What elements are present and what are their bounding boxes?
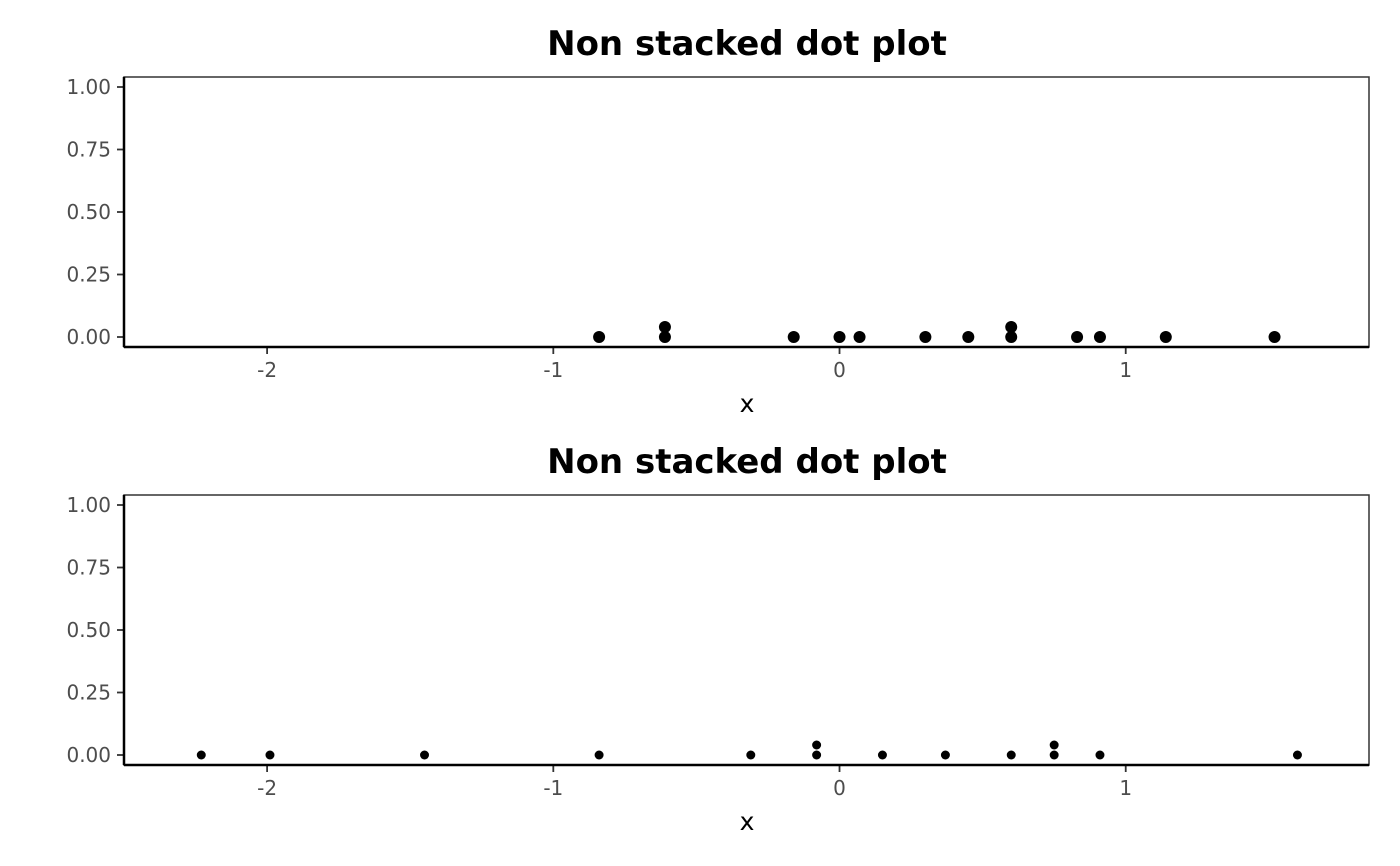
- chart-title: Non stacked dot plot: [547, 442, 947, 482]
- dot-series: [593, 321, 1281, 343]
- data-point: [1093, 331, 1106, 343]
- data-point: [1292, 750, 1302, 760]
- data-point: [877, 750, 887, 760]
- data-point: [1159, 331, 1172, 343]
- y-axis: 0.00 0.25 0.50 0.75 1.00: [66, 493, 124, 767]
- data-point: [1005, 331, 1018, 343]
- x-tick-label: 1: [1119, 776, 1132, 800]
- x-axis-title: x: [740, 389, 755, 418]
- data-point: [420, 750, 430, 760]
- y-tick-label: 1.00: [66, 75, 111, 99]
- x-tick-label: 1: [1119, 358, 1132, 382]
- x-tick-label: -2: [257, 358, 277, 382]
- data-point: [196, 750, 206, 760]
- data-point: [1006, 750, 1016, 760]
- data-point: [1268, 331, 1281, 343]
- data-point: [593, 331, 606, 343]
- dot-plot-panel-2: Non stacked dot plot 0.00 0.25 0.50 0.75 1.0…: [66, 442, 1370, 836]
- data-point: [1049, 750, 1059, 760]
- data-point: [265, 750, 275, 760]
- data-point: [962, 331, 975, 343]
- x-axis-title: x: [740, 807, 755, 836]
- data-point: [1005, 321, 1018, 333]
- x-tick-label: -1: [543, 358, 563, 382]
- data-point: [812, 750, 822, 760]
- data-point: [787, 331, 800, 343]
- data-point: [658, 331, 671, 343]
- y-tick-label: 0.25: [66, 263, 111, 287]
- y-tick-label: 0.50: [66, 200, 111, 224]
- x-tick-label: 0: [833, 358, 846, 382]
- data-point: [658, 321, 671, 333]
- data-point: [1049, 740, 1059, 750]
- data-point: [833, 331, 846, 343]
- data-point: [1095, 750, 1105, 760]
- x-tick-label: 0: [833, 776, 846, 800]
- x-tick-label: -2: [257, 776, 277, 800]
- y-tick-label: 0.75: [66, 556, 111, 580]
- data-point: [919, 331, 932, 343]
- y-tick-label: 0.75: [66, 138, 111, 162]
- y-tick-label: 0.25: [66, 681, 111, 705]
- data-point: [1071, 331, 1084, 343]
- x-axis: -2 -1 0 1: [257, 765, 1132, 800]
- data-point: [940, 750, 950, 760]
- data-point: [812, 740, 822, 750]
- y-tick-label: 0.00: [66, 325, 111, 349]
- chart-title: Non stacked dot plot: [547, 24, 947, 64]
- dot-series: [196, 740, 1302, 760]
- dot-plot-panel-1: Non stacked dot plot 0.00 0.25 0.50 0.75 1.0…: [66, 24, 1370, 418]
- x-tick-label: -1: [543, 776, 563, 800]
- y-axis: 0.00 0.25 0.50 0.75 1.00: [66, 75, 124, 349]
- data-point: [746, 750, 756, 760]
- data-point: [853, 331, 866, 343]
- data-point: [594, 750, 604, 760]
- y-tick-label: 0.00: [66, 743, 111, 767]
- y-tick-label: 0.50: [66, 618, 111, 642]
- y-tick-label: 1.00: [66, 493, 111, 517]
